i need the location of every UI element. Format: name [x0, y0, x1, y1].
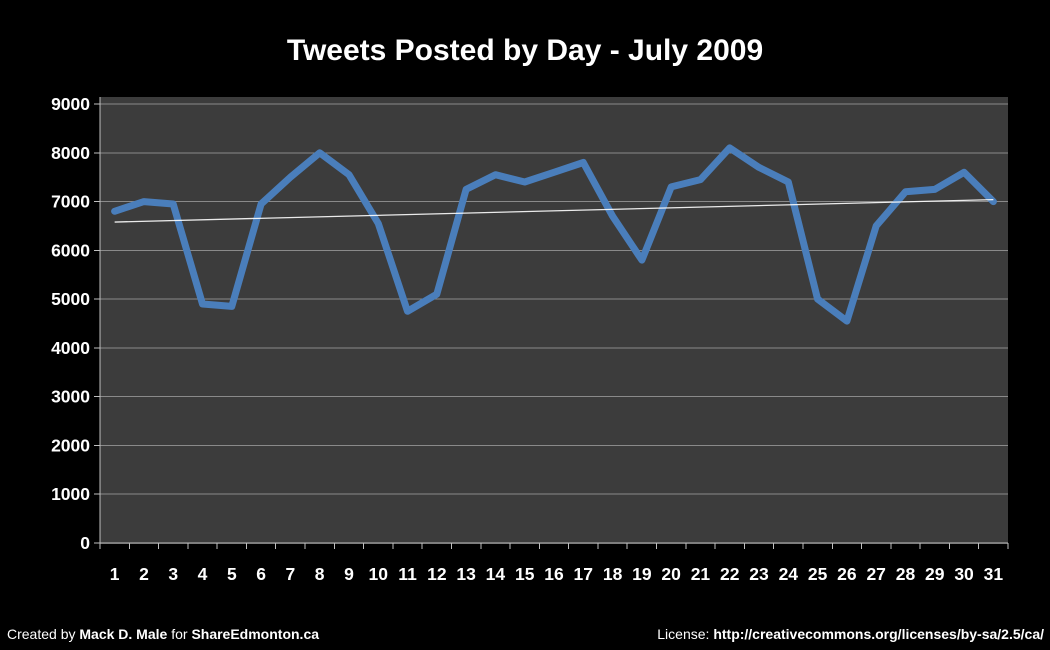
- credit-prefix: Created by: [7, 626, 80, 642]
- x-axis-label: 27: [866, 564, 885, 584]
- y-axis-label: 6000: [51, 240, 90, 260]
- y-axis-label: 2000: [51, 435, 90, 455]
- y-axis-label: 9000: [51, 94, 90, 114]
- axes: [99, 97, 1008, 549]
- x-axis-label: 7: [286, 564, 296, 584]
- x-axis-label: 9: [344, 564, 354, 584]
- license-label: License:: [657, 626, 714, 642]
- x-axis-label: 22: [720, 564, 740, 584]
- gridlines: [100, 103, 1008, 495]
- x-axis-label: 5: [227, 564, 237, 584]
- x-axis-label: 30: [954, 564, 974, 584]
- x-axis-label: 14: [486, 564, 506, 584]
- x-axis-ticks: [99, 543, 1009, 549]
- x-axis-label: 12: [427, 564, 447, 584]
- x-axis-label: 23: [749, 564, 769, 584]
- chart-title: Tweets Posted by Day - July 2009: [286, 34, 764, 67]
- y-axis-label: 0: [80, 533, 90, 553]
- x-axis-label: 10: [369, 564, 389, 584]
- x-axis-label: 25: [808, 564, 828, 584]
- x-axis-label: 17: [574, 564, 593, 584]
- x-axis-label: 31: [984, 564, 1004, 584]
- x-axis-label: 28: [896, 564, 916, 584]
- trendline: [114, 198, 994, 223]
- x-axis-labels: 1 2 3 4 5 6 7 8 9 10 11 12 13 14 15 16 17 18 19 20 21 22 23 24 2…: [110, 564, 1004, 584]
- x-axis-label: 8: [315, 564, 325, 584]
- x-axis-label: 2: [139, 564, 149, 584]
- series-line-tweets-per-day: [111, 144, 997, 325]
- credit-text: Created by Mack D. Male for ShareEdmonto…: [7, 626, 319, 642]
- license-text: License: http://creativecommons.org/lice…: [657, 626, 1044, 642]
- credit-for: for: [167, 626, 192, 642]
- y-axis-label: 5000: [51, 289, 90, 309]
- x-axis-label: 1: [110, 564, 120, 584]
- x-axis-label: 19: [632, 564, 652, 584]
- y-axis-ticks: [94, 103, 100, 544]
- y-axis-label: 8000: [51, 143, 90, 163]
- x-axis-label: 21: [691, 564, 711, 584]
- x-axis-label: 4: [198, 564, 208, 584]
- credit-site: ShareEdmonton.ca: [191, 626, 320, 642]
- x-axis-label: 18: [603, 564, 623, 584]
- x-axis-label: 15: [515, 564, 535, 584]
- credit-author: Mack D. Male: [79, 626, 168, 642]
- x-axis-label: 29: [925, 564, 945, 584]
- x-axis-label: 16: [544, 564, 564, 584]
- y-axis-label: 4000: [51, 338, 90, 358]
- x-axis-label: 11: [398, 564, 417, 584]
- x-axis-label: 13: [456, 564, 476, 584]
- y-axis-labels: 0 1000 2000 3000 4000 5000 6000 7000 8000 9000: [51, 94, 90, 553]
- plot-area: [100, 97, 1008, 544]
- y-axis-label: 3000: [51, 387, 90, 407]
- x-axis-label: 20: [661, 564, 681, 584]
- x-axis-label: 24: [779, 564, 799, 584]
- license-url: http://creativecommons.org/licenses/by-s…: [713, 626, 1044, 642]
- y-axis-label: 7000: [51, 192, 90, 212]
- y-axis-label: 1000: [51, 484, 90, 504]
- x-axis-label: 3: [168, 564, 178, 584]
- x-axis-label: 6: [256, 564, 266, 584]
- x-axis-label: 26: [837, 564, 857, 584]
